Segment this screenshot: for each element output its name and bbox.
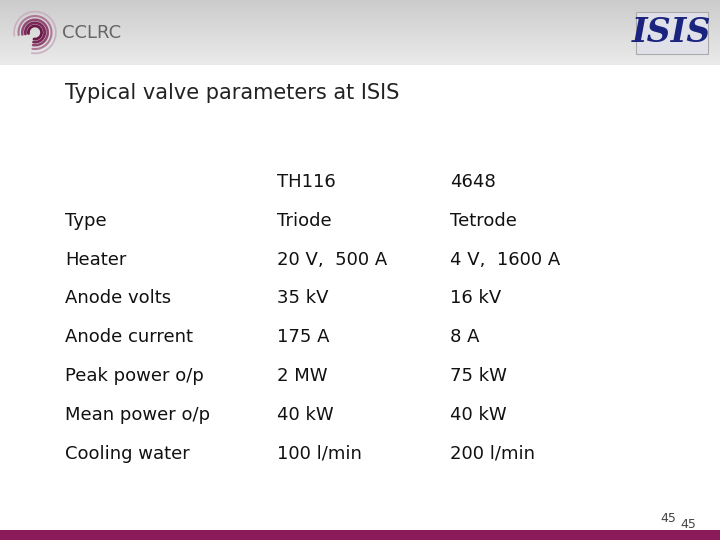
Text: 175 A: 175 A xyxy=(277,328,330,346)
Text: 45: 45 xyxy=(680,517,696,530)
FancyBboxPatch shape xyxy=(636,11,708,53)
Text: Triode: Triode xyxy=(277,212,332,230)
Text: 200 l/min: 200 l/min xyxy=(450,445,535,463)
Text: Typical valve parameters at ISIS: Typical valve parameters at ISIS xyxy=(65,83,399,103)
Text: 16 kV: 16 kV xyxy=(450,289,501,307)
Text: Cooling water: Cooling water xyxy=(65,445,189,463)
Text: Type: Type xyxy=(65,212,107,230)
Text: 2 MW: 2 MW xyxy=(277,367,328,385)
Text: ISIS: ISIS xyxy=(632,16,712,49)
Bar xyxy=(0,530,720,540)
Text: 100 l/min: 100 l/min xyxy=(277,445,362,463)
Text: 35 kV: 35 kV xyxy=(277,289,329,307)
Text: 20 V,  500 A: 20 V, 500 A xyxy=(277,251,387,268)
Text: TH116: TH116 xyxy=(277,173,336,191)
Text: 40 kW: 40 kW xyxy=(277,406,334,424)
Text: Anode volts: Anode volts xyxy=(65,289,171,307)
Text: 8 A: 8 A xyxy=(450,328,480,346)
Text: Heater: Heater xyxy=(65,251,126,268)
Text: 4648: 4648 xyxy=(450,173,496,191)
Text: 75 kW: 75 kW xyxy=(450,367,507,385)
Text: 40 kW: 40 kW xyxy=(450,406,507,424)
Text: 4 V,  1600 A: 4 V, 1600 A xyxy=(450,251,560,268)
Text: CCLRC: CCLRC xyxy=(62,24,121,42)
Text: Tetrode: Tetrode xyxy=(450,212,517,230)
Text: Mean power o/p: Mean power o/p xyxy=(65,406,210,424)
Text: 45: 45 xyxy=(660,511,676,524)
Text: Peak power o/p: Peak power o/p xyxy=(65,367,204,385)
Text: Anode current: Anode current xyxy=(65,328,193,346)
